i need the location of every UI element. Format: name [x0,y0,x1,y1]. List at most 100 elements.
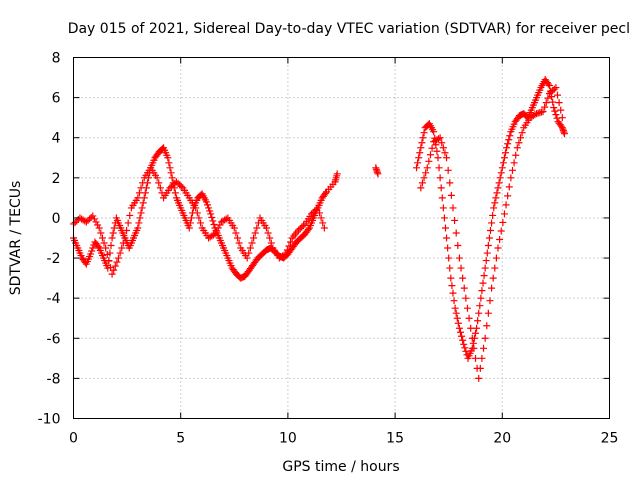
interpolated-point-marker [480,272,488,280]
interpolated-point-marker [499,218,507,226]
interpolated-point-marker [98,234,106,242]
data-point-marker [155,148,163,156]
interpolated-point-marker [446,264,454,272]
interpolated-point-marker [504,140,512,148]
axis-ticks [73,57,610,419]
interpolated-point-marker [465,314,473,322]
data-point-marker [220,244,228,252]
data-point-marker [438,194,446,202]
plot-frame [73,57,610,419]
data-point-marker [108,270,116,278]
interpolated-point-marker [123,226,131,234]
data-point-marker [473,324,481,332]
data-points [70,76,568,382]
data-point-marker [295,226,303,234]
data-point-marker [413,164,421,172]
data-point-marker [117,224,125,232]
interpolated-point-marker [461,344,469,352]
data-point-marker [168,174,176,182]
data-point-marker [166,184,174,192]
data-point-marker [462,294,470,302]
x-tick-label: 25 [601,431,619,447]
data-point-marker [490,204,498,212]
interpolated-point-marker [111,262,119,270]
data-point-marker [539,108,547,116]
data-point-marker [292,238,300,246]
interpolated-point-marker [299,221,307,229]
data-point-marker [485,234,493,242]
chart-title: Day 015 of 2021, Sidereal Day-to-day VTE… [68,21,630,37]
y-tick-label: -10 [38,412,61,428]
data-point-marker [520,110,528,118]
data-point-marker [464,354,472,362]
interpolated-point-marker [482,257,490,265]
interpolated-point-marker [232,229,240,237]
data-point-marker [503,144,511,152]
interpolated-point-marker [452,309,460,317]
data-point-marker [436,134,444,142]
data-point-marker [151,154,159,162]
data-point-marker [425,120,433,128]
data-point-marker [172,178,180,186]
data-point-marker [254,254,262,262]
interpolated-point-marker [554,91,562,99]
interpolated-point-marker [425,157,433,165]
interpolated-point-marker [234,234,242,242]
interpolated-point-marker [447,191,455,199]
interpolated-point-marker [267,239,275,247]
interpolated-point-marker [245,249,253,257]
data-point-marker [134,194,142,202]
data-point-marker [112,214,120,222]
data-point-marker [82,218,90,226]
x-tick-labels: 0 5 10 15 20 25 [69,431,618,447]
interpolated-point-marker [166,164,174,172]
interpolated-point-marker [71,218,79,226]
data-point-marker [477,294,485,302]
data-point-marker [185,224,193,232]
interpolated-point-marker [496,236,504,244]
interpolated-point-marker [105,257,113,265]
data-point-marker [526,114,534,122]
interpolated-point-marker [426,151,434,159]
data-point-marker [447,274,455,282]
data-point-marker [314,204,322,212]
data-point-marker [301,230,309,238]
data-point-marker [211,230,219,238]
interpolated-point-marker [449,289,457,297]
data-point-marker [243,254,251,262]
interpolated-point-marker [542,99,550,107]
y-tick-label: 0 [52,211,61,227]
data-point-marker [372,164,380,172]
data-point-marker [417,184,425,192]
interpolated-point-marker [213,227,221,235]
interpolated-point-marker [311,207,319,215]
interpolated-point-marker [475,309,483,317]
data-point-marker [533,94,541,102]
interpolated-point-marker [135,189,143,197]
interpolated-point-marker [474,317,482,325]
data-point-marker [194,194,202,202]
interpolated-point-marker [502,201,510,209]
interpolated-point-marker [321,189,329,197]
data-point-marker [224,254,232,262]
interpolated-point-marker [197,219,205,227]
interpolated-point-marker [235,239,243,247]
interpolated-point-marker [420,129,428,137]
data-point-marker [91,238,99,246]
data-point-marker [237,244,245,252]
interpolated-point-marker [506,132,514,140]
data-point-marker [468,334,476,342]
interpolated-point-marker [502,149,510,157]
data-point-marker [560,130,568,138]
interpolated-point-marker [266,234,274,242]
data-point-marker [488,284,496,292]
y-axis-label: SDTVAR / TECUs [8,181,24,296]
data-point-marker [498,164,506,172]
interpolated-point-marker [416,149,424,157]
y-tick-label: 4 [52,131,61,147]
data-point-marker [164,154,172,162]
interpolated-point-marker [87,213,95,221]
interpolated-point-marker [205,204,213,212]
interpolated-point-marker [550,85,558,93]
interpolated-point-marker [135,219,143,227]
